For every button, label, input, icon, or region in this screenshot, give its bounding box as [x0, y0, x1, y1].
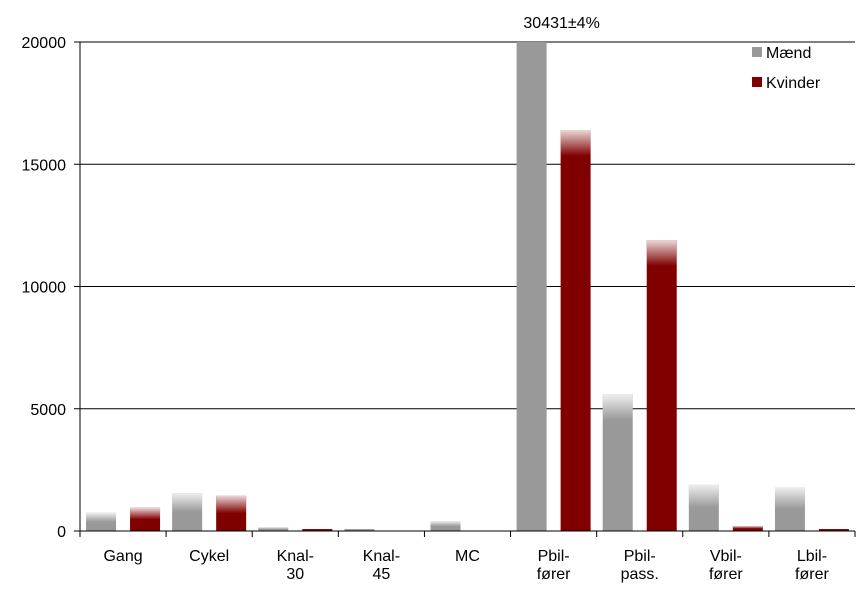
bar-fade: [774, 486, 805, 509]
x-tick-label: Pbil-pass.: [621, 548, 659, 583]
bar-fade: [130, 507, 161, 520]
bar-fade: [646, 240, 677, 267]
x-tick-label-line: fører: [537, 566, 571, 583]
bar: [516, 42, 547, 532]
x-tick-label-line: Knal-: [363, 548, 400, 565]
bar-fade: [688, 484, 719, 508]
x-tick-label: Knal-30: [277, 548, 314, 583]
x-tick-label-line: fører: [709, 566, 743, 583]
y-tick-label: 15000: [22, 157, 67, 174]
bar-fade: [86, 512, 117, 522]
legend-swatch: [752, 47, 762, 57]
x-tick-label: Lbil-fører: [795, 548, 829, 583]
y-tick-label: 5000: [30, 402, 66, 419]
x-tick-label: Vbil-fører: [709, 548, 743, 583]
bars: [86, 42, 849, 532]
x-tick-label-line: pass.: [621, 566, 659, 583]
bar-fade: [172, 493, 203, 513]
legend-swatch: [752, 77, 762, 87]
bar: [560, 130, 591, 531]
x-tick-label-line: Gang: [103, 548, 142, 565]
x-tick-label-line: Cykel: [189, 548, 229, 565]
bar: [344, 529, 375, 531]
x-tick-label-line: 30: [286, 566, 304, 583]
annotation: 30431±4%: [523, 15, 599, 32]
bar: [302, 529, 333, 531]
legend-label: Kvinder: [766, 75, 821, 92]
bar-fade: [258, 527, 289, 530]
y-tick-label: 10000: [22, 280, 67, 297]
x-tick-label-line: Lbil-: [797, 548, 827, 565]
legend-label: Mænd: [766, 45, 811, 62]
bar-fade: [216, 495, 247, 514]
x-tick-label-line: Vbil-: [710, 548, 742, 565]
x-tick-label-line: Pbil-: [624, 548, 656, 565]
bar-fade: [602, 394, 633, 421]
x-tick-label-line: 45: [372, 566, 390, 583]
x-tick-label: Gang: [103, 548, 142, 565]
y-tick-label: 20000: [22, 35, 67, 52]
y-tick-label: 0: [57, 524, 66, 541]
x-tick-label: MC: [455, 548, 480, 565]
x-tick-label: Pbil-fører: [537, 548, 571, 583]
bar: [818, 529, 849, 531]
x-tick-label-line: Knal-: [277, 548, 314, 565]
x-tick-label-line: fører: [795, 566, 829, 583]
x-tick-label-line: Pbil-: [538, 548, 570, 565]
bar-fade: [430, 521, 461, 527]
bar-fade: [560, 130, 591, 157]
bar-fade: [732, 526, 763, 529]
bar: [646, 240, 677, 532]
x-tick-label: Knal-45: [363, 548, 400, 583]
x-tick-label-line: MC: [455, 548, 480, 565]
x-tick-label: Cykel: [189, 548, 229, 565]
